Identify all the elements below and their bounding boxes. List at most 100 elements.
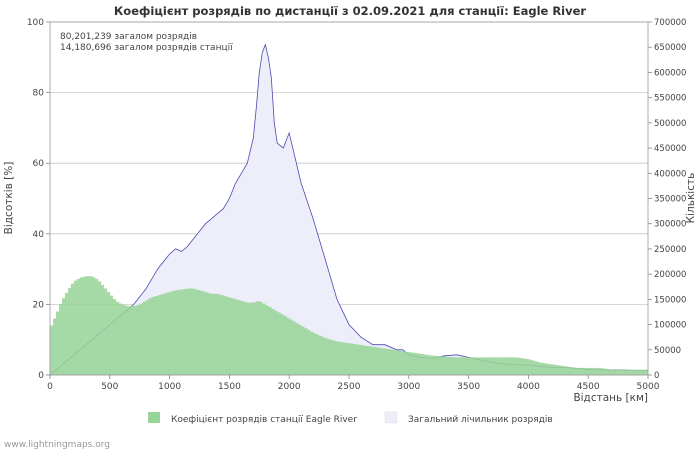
station-ratio-bar xyxy=(94,278,99,375)
station-ratio-bar xyxy=(369,346,374,375)
station-ratio-bar xyxy=(618,369,622,375)
station-ratio-bar xyxy=(106,292,111,375)
station-ratio-bar xyxy=(190,288,194,375)
station-ratio-bar xyxy=(492,357,496,375)
y2-tick-label: 550000 xyxy=(654,94,686,104)
station-ratio-bar xyxy=(88,276,93,375)
legend-swatch-total-strokes xyxy=(384,411,398,424)
station-ratio-bar xyxy=(247,302,251,375)
station-ratio-bar xyxy=(76,278,81,375)
station-ratio-bar xyxy=(283,315,287,375)
station-ratio-bar xyxy=(525,358,529,375)
station-ratio-bar xyxy=(115,301,120,375)
station-ratio-bar xyxy=(453,357,457,375)
station-ratio-bar xyxy=(561,365,565,375)
y-tick-label: 60 xyxy=(33,159,45,169)
station-ratio-bar xyxy=(510,357,514,375)
x-tick-label: 3000 xyxy=(397,382,420,392)
station-ratio-bar xyxy=(429,355,434,375)
station-ratio-bar xyxy=(163,293,167,375)
legend-label-total-strokes: Загальний лічильник розрядів xyxy=(408,415,553,425)
station-ratio-bar xyxy=(588,367,592,375)
station-ratio-bar xyxy=(85,276,90,375)
station-ratio-bar xyxy=(516,357,520,375)
y-tick-label: 100 xyxy=(27,18,44,28)
station-ratio-bar xyxy=(226,296,230,375)
station-ratio-bar xyxy=(459,357,463,375)
station-ratio-bar xyxy=(504,357,508,375)
station-ratio-bar xyxy=(223,296,227,375)
y2-tick-label: 150000 xyxy=(654,295,686,305)
x-tick-label: 5000 xyxy=(637,382,660,392)
station-ratio-bar xyxy=(127,306,132,375)
station-ratio-bar xyxy=(319,335,323,375)
station-ratio-bar xyxy=(187,288,191,375)
station-ratio-bar xyxy=(196,289,200,375)
station-ratio-bar xyxy=(337,341,341,375)
station-ratio-bar xyxy=(543,363,547,375)
y-tick-label: 80 xyxy=(33,89,45,99)
station-ratio-bar xyxy=(193,288,197,375)
station-ratio-bar xyxy=(495,357,499,375)
station-ratio-bar xyxy=(498,357,502,375)
station-ratio-bar xyxy=(468,357,472,375)
y2-tick-label: 600000 xyxy=(654,68,686,78)
station-ratio-bar xyxy=(456,357,460,375)
station-ratio-bar xyxy=(322,337,326,375)
annotation-station-strokes: 14,180,696 загалом розрядів станції xyxy=(60,43,233,53)
station-ratio-bar xyxy=(609,369,613,375)
station-ratio-bar xyxy=(166,292,170,375)
station-ratio-bar xyxy=(280,314,284,375)
station-ratio-bar xyxy=(612,369,616,375)
y2-tick-label: 400000 xyxy=(654,169,686,179)
station-ratio-bar xyxy=(175,290,179,375)
station-ratio-bar xyxy=(474,357,478,375)
station-ratio-bar xyxy=(444,356,448,375)
station-ratio-bar xyxy=(286,317,290,375)
station-ratio-bar xyxy=(597,367,601,375)
station-ratio-bar xyxy=(639,369,643,375)
station-ratio-bar xyxy=(109,295,114,375)
station-ratio-bar xyxy=(438,356,442,375)
station-ratio-bar xyxy=(645,369,649,375)
station-ratio-bar xyxy=(441,356,445,375)
station-ratio-bar xyxy=(372,346,377,375)
x-tick-label: 2500 xyxy=(338,382,361,392)
y2-tick-label: 350000 xyxy=(654,195,686,205)
x-tick-label: 2000 xyxy=(278,382,301,392)
station-ratio-bar xyxy=(124,305,129,375)
x-tick-label: 1000 xyxy=(158,382,181,392)
station-ratio-bar xyxy=(357,344,362,375)
station-ratio-bar xyxy=(642,369,646,375)
station-ratio-bar xyxy=(546,363,550,375)
station-ratio-bar xyxy=(310,331,314,375)
y2-axis-label: Кількість xyxy=(685,173,697,224)
station-ratio-bar xyxy=(271,308,275,375)
station-ratio-bar xyxy=(178,289,182,375)
station-ratio-bar xyxy=(465,357,469,375)
station-ratio-bar xyxy=(633,369,637,375)
station-ratio-bar xyxy=(360,345,365,375)
station-ratio-bar xyxy=(414,353,419,375)
station-ratio-bar xyxy=(217,294,221,375)
station-ratio-bar xyxy=(103,288,108,375)
station-ratio-bar xyxy=(354,344,359,375)
station-ratio-bar xyxy=(298,324,302,375)
y2-tick-label: 500000 xyxy=(654,119,686,129)
legend-swatch-station-ratio xyxy=(148,412,160,423)
station-ratio-bar xyxy=(229,297,233,375)
station-ratio-bar xyxy=(61,298,66,375)
station-ratio-bar xyxy=(256,301,260,375)
station-ratio-bar xyxy=(480,357,484,375)
legend-label-station-ratio: Коефіцієнт розрядів станції Eagle River xyxy=(171,415,357,425)
station-ratio-bar xyxy=(366,346,371,375)
station-ratio-bar xyxy=(549,364,553,375)
station-ratio-bar xyxy=(253,302,257,375)
y2-tick-label: 700000 xyxy=(654,18,686,28)
station-ratio-bar xyxy=(579,367,583,375)
station-ratio-bar xyxy=(316,334,320,375)
station-ratio-bar xyxy=(313,333,317,375)
station-ratio-bar xyxy=(486,357,490,375)
station-ratio-bar xyxy=(121,304,126,375)
station-ratio-bar xyxy=(603,368,607,375)
